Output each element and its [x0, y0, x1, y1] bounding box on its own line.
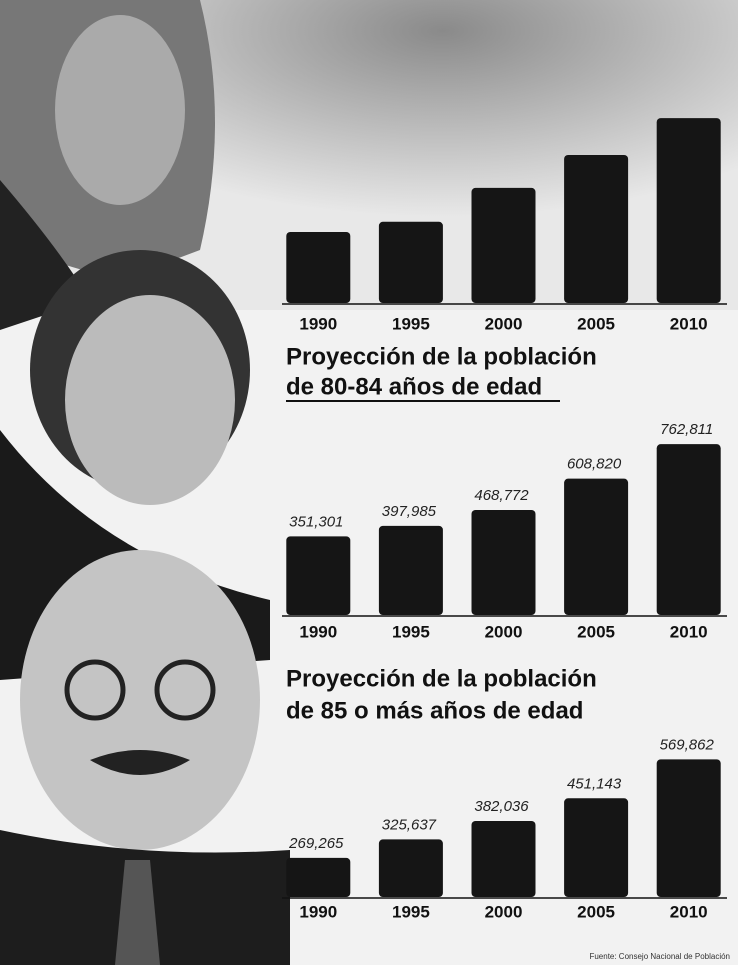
value-label: 325,637: [382, 816, 437, 833]
bar: [286, 536, 350, 615]
bar: [379, 222, 443, 303]
chart-title: de 80-84 años de edad: [286, 373, 542, 400]
bar: [286, 858, 350, 897]
chart-title: Proyección de la población: [286, 343, 597, 370]
infographic: Fuente: Consejo Nacional de Población 19…: [0, 0, 738, 965]
bar: [379, 526, 443, 615]
x-tick-label: 1990: [299, 314, 337, 333]
value-label: 468,772: [474, 487, 529, 504]
x-tick-label: 2000: [485, 622, 523, 641]
bar: [472, 188, 536, 303]
x-tick-label: 2000: [485, 314, 523, 333]
x-tick-label: 1995: [392, 622, 430, 641]
x-tick-label: 2000: [485, 902, 523, 921]
bar: [286, 232, 350, 303]
bar: [472, 821, 536, 897]
value-label: 569,862: [660, 736, 715, 753]
x-tick-label: 1990: [299, 902, 337, 921]
bar: [657, 444, 721, 615]
value-label: 608,820: [567, 456, 622, 473]
x-tick-label: 1995: [392, 314, 430, 333]
value-label: 269,265: [288, 835, 344, 852]
x-tick-label: 2010: [670, 622, 708, 641]
x-tick-label: 2005: [577, 314, 615, 333]
bar: [379, 839, 443, 897]
bar: [564, 798, 628, 897]
x-tick-label: 2010: [670, 902, 708, 921]
x-tick-label: 2005: [577, 622, 615, 641]
x-tick-label: 1990: [299, 622, 337, 641]
value-label: 351,301: [289, 513, 343, 530]
source: Fuente: Consejo Nacional de Población: [589, 952, 730, 961]
chart-title: de 85 o más años de edad: [286, 697, 583, 724]
bar: [564, 155, 628, 303]
bar: [564, 479, 628, 615]
value-label: 451,143: [567, 775, 622, 792]
chart-title: Proyección de la población: [286, 665, 597, 692]
bar: [472, 510, 536, 615]
value-label: 382,036: [474, 798, 529, 815]
value-label: 397,985: [382, 503, 437, 520]
bar: [657, 118, 721, 303]
x-tick-label: 2005: [577, 902, 615, 921]
x-tick-label: 2010: [670, 314, 708, 333]
bar: [657, 759, 721, 897]
x-tick-label: 1995: [392, 902, 430, 921]
value-label: 762,811: [660, 421, 713, 438]
